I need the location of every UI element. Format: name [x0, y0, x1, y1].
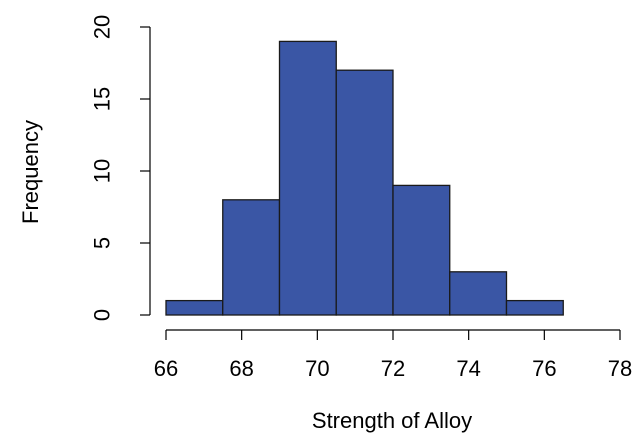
y-axis: 0 5 10 15 20: [90, 15, 151, 321]
x-tick-label: 74: [456, 356, 480, 381]
x-tick-label: 72: [381, 356, 405, 381]
y-tick-label: 10: [90, 159, 115, 183]
x-tick-label: 68: [229, 356, 253, 381]
histogram-bar: [505, 299, 564, 316]
x-axis: 66 68 70 72 74 76 78: [154, 329, 632, 381]
y-tick-label: 5: [90, 237, 115, 249]
y-tick-label: 20: [90, 15, 115, 39]
x-tick-label: 76: [532, 356, 556, 381]
x-tick-label: 66: [154, 356, 178, 381]
y-axis-title: Frequency: [18, 120, 43, 224]
histogram-bar: [392, 184, 451, 316]
y-tick-label: 0: [90, 309, 115, 321]
x-axis-title: Strength of Alloy: [312, 408, 472, 433]
x-tick-label: 78: [608, 356, 632, 381]
histogram-bar: [335, 69, 394, 316]
histogram-bar: [165, 299, 224, 316]
histogram-bars: [165, 40, 564, 316]
histogram-bar: [278, 40, 337, 316]
histogram-bar: [222, 199, 281, 316]
x-tick-label: 70: [305, 356, 329, 381]
y-tick-label: 15: [90, 87, 115, 111]
histogram-bar: [449, 271, 508, 316]
